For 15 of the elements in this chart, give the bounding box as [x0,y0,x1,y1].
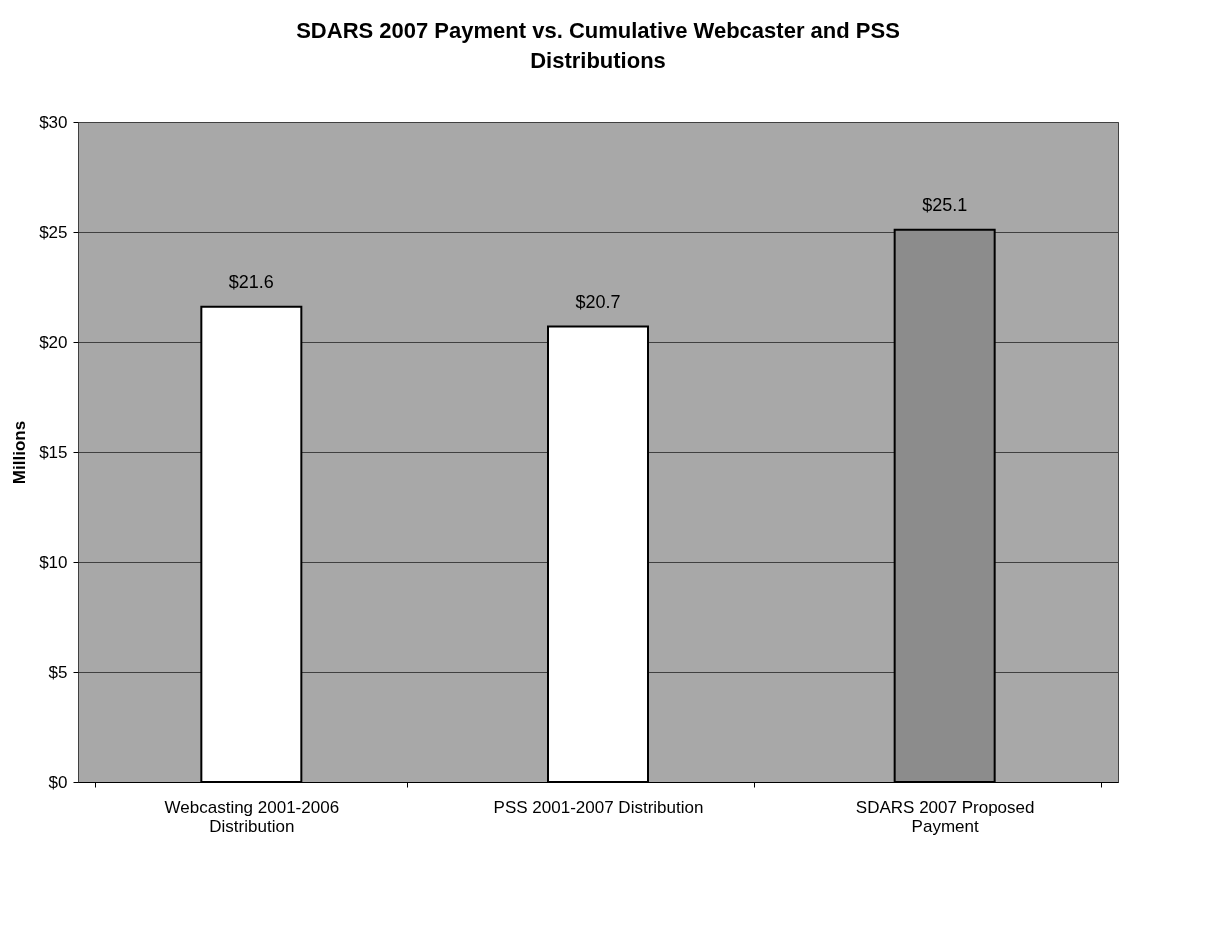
y-axis-title: Millions [10,420,30,485]
x-tick-label: PSS 2001-2007 Distribution [493,797,704,817]
y-tick-label: $10 [39,552,68,572]
y-tick-label: $5 [48,662,68,682]
x-tick-label: Webcasting 2001-2006 Distribution [164,797,340,836]
data-label: $21.6 [228,271,274,292]
data-label: $20.7 [575,291,621,312]
y-tick-label: $15 [39,442,68,462]
y-tick-label: $20 [39,332,68,352]
y-tick-label: $30 [39,112,68,132]
chart-title: SDARS 2007 Payment vs. Cumulative Webcaster and PSS Distributions [296,18,900,73]
data-label: $25.1 [922,194,968,215]
x-tick-label: SDARS 2007 Proposed Payment [855,797,1035,836]
y-tick-label: $0 [48,772,68,792]
y-tick-label: $25 [39,222,68,242]
